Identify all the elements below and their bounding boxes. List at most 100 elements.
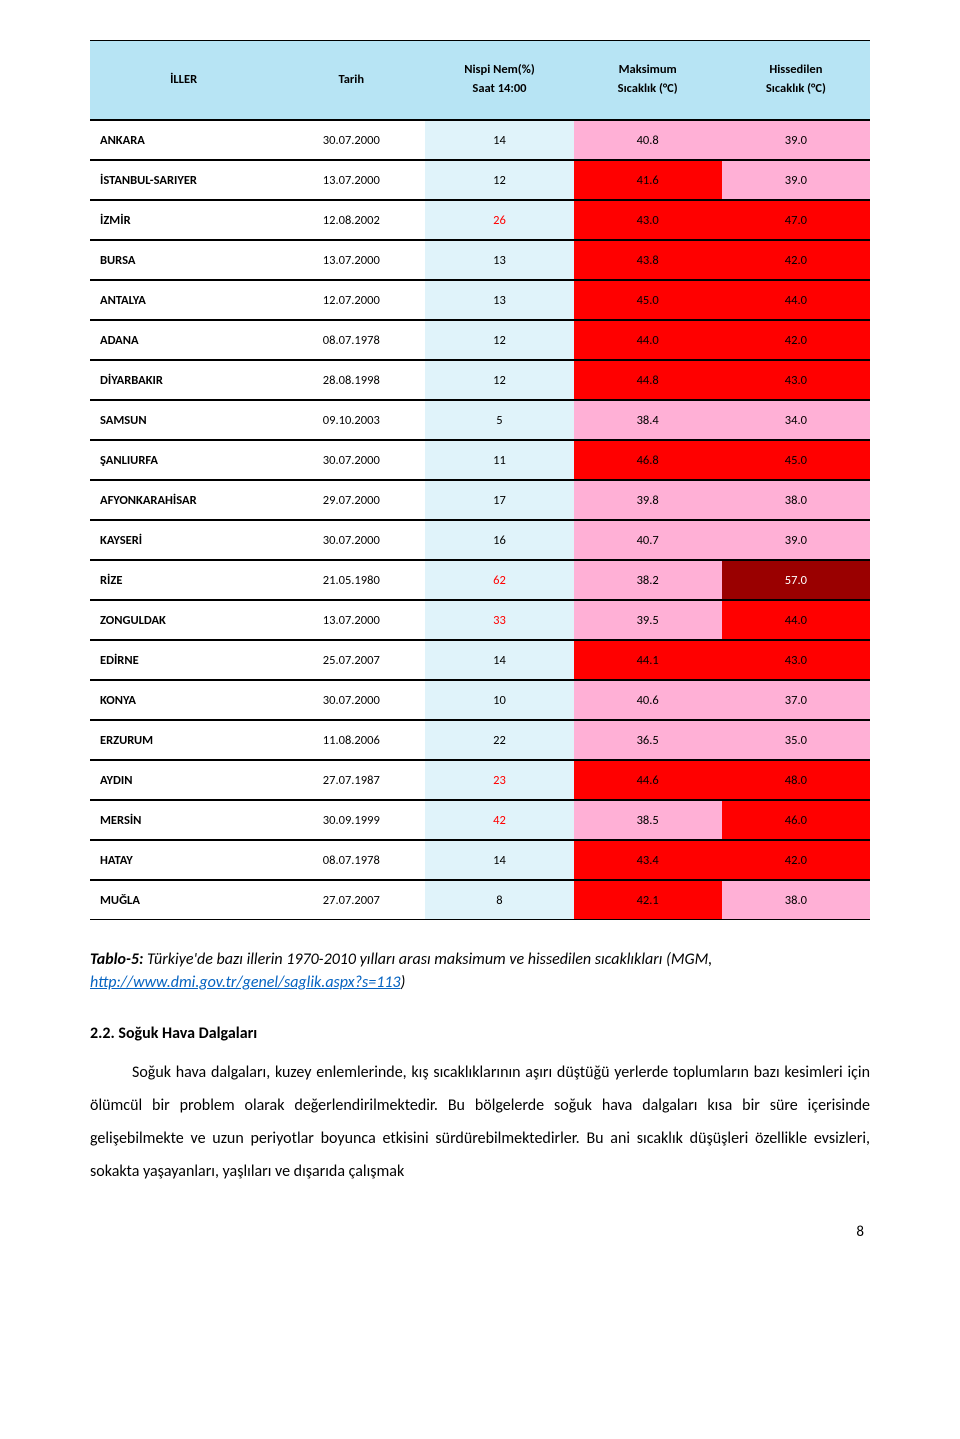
felt-temp-cell: 37.0 <box>722 680 870 720</box>
date-cell: 13.07.2000 <box>277 600 425 640</box>
felt-temp-cell: 43.0 <box>722 360 870 400</box>
max-temp-cell: 38.4 <box>574 400 722 440</box>
date-cell: 21.05.1980 <box>277 560 425 600</box>
temperature-table: İLLERTarihNispi Nem(%)Saat 14:00Maksimum… <box>90 40 870 920</box>
felt-temp-cell: 39.0 <box>722 120 870 160</box>
city-cell: ADANA <box>90 320 277 360</box>
felt-temp-cell: 47.0 <box>722 200 870 240</box>
city-cell: RİZE <box>90 560 277 600</box>
city-cell: BURSA <box>90 240 277 280</box>
max-temp-cell: 44.0 <box>574 320 722 360</box>
city-cell: ANKARA <box>90 120 277 160</box>
date-cell: 30.07.2000 <box>277 520 425 560</box>
humidity-cell: 23 <box>425 760 573 800</box>
humidity-cell: 10 <box>425 680 573 720</box>
city-cell: HATAY <box>90 840 277 880</box>
max-temp-cell: 41.6 <box>574 160 722 200</box>
table-header: İLLER <box>90 40 277 120</box>
table-row: RİZE21.05.19806238.257.0 <box>90 560 870 600</box>
max-temp-cell: 39.8 <box>574 480 722 520</box>
humidity-cell: 14 <box>425 120 573 160</box>
felt-temp-cell: 39.0 <box>722 520 870 560</box>
date-cell: 30.09.1999 <box>277 800 425 840</box>
caption-suffix: ) <box>401 973 406 992</box>
max-temp-cell: 36.5 <box>574 720 722 760</box>
max-temp-cell: 46.8 <box>574 440 722 480</box>
city-cell: KAYSERİ <box>90 520 277 560</box>
humidity-cell: 62 <box>425 560 573 600</box>
max-temp-cell: 40.6 <box>574 680 722 720</box>
felt-temp-cell: 38.0 <box>722 480 870 520</box>
humidity-cell: 13 <box>425 280 573 320</box>
felt-temp-cell: 57.0 <box>722 560 870 600</box>
table-row: DİYARBAKIR28.08.19981244.843.0 <box>90 360 870 400</box>
table-row: HATAY08.07.19781443.442.0 <box>90 840 870 880</box>
max-temp-cell: 45.0 <box>574 280 722 320</box>
humidity-cell: 12 <box>425 320 573 360</box>
humidity-cell: 14 <box>425 640 573 680</box>
felt-temp-cell: 48.0 <box>722 760 870 800</box>
humidity-cell: 12 <box>425 360 573 400</box>
table-row: İSTANBUL-SARIYER13.07.20001241.639.0 <box>90 160 870 200</box>
max-temp-cell: 42.1 <box>574 880 722 920</box>
table-row: KAYSERİ30.07.20001640.739.0 <box>90 520 870 560</box>
max-temp-cell: 40.8 <box>574 120 722 160</box>
caption-text: Türkiye'de bazı illerin 1970-2010 yıllar… <box>143 950 712 969</box>
table-row: ŞANLIURFA30.07.20001146.845.0 <box>90 440 870 480</box>
humidity-cell: 8 <box>425 880 573 920</box>
date-cell: 30.07.2000 <box>277 680 425 720</box>
humidity-cell: 26 <box>425 200 573 240</box>
date-cell: 28.08.1998 <box>277 360 425 400</box>
caption-link[interactable]: http://www.dmi.gov.tr/genel/saglik.aspx?… <box>90 973 401 992</box>
table-row: ANKARA30.07.20001440.839.0 <box>90 120 870 160</box>
city-cell: MERSİN <box>90 800 277 840</box>
table-row: ERZURUM11.08.20062236.535.0 <box>90 720 870 760</box>
humidity-cell: 33 <box>425 600 573 640</box>
table-row: EDİRNE25.07.20071444.143.0 <box>90 640 870 680</box>
table-row: MERSİN30.09.19994238.546.0 <box>90 800 870 840</box>
city-cell: MUĞLA <box>90 880 277 920</box>
city-cell: AFYONKARAHİSAR <box>90 480 277 520</box>
max-temp-cell: 38.2 <box>574 560 722 600</box>
max-temp-cell: 43.0 <box>574 200 722 240</box>
table-row: ANTALYA12.07.20001345.044.0 <box>90 280 870 320</box>
felt-temp-cell: 46.0 <box>722 800 870 840</box>
date-cell: 09.10.2003 <box>277 400 425 440</box>
date-cell: 12.08.2002 <box>277 200 425 240</box>
humidity-cell: 13 <box>425 240 573 280</box>
date-cell: 27.07.1987 <box>277 760 425 800</box>
humidity-cell: 22 <box>425 720 573 760</box>
table-row: KONYA30.07.20001040.637.0 <box>90 680 870 720</box>
felt-temp-cell: 42.0 <box>722 240 870 280</box>
humidity-cell: 16 <box>425 520 573 560</box>
humidity-cell: 5 <box>425 400 573 440</box>
max-temp-cell: 43.8 <box>574 240 722 280</box>
city-cell: ANTALYA <box>90 280 277 320</box>
table-row: ADANA08.07.19781244.042.0 <box>90 320 870 360</box>
table-row: ZONGULDAK13.07.20003339.544.0 <box>90 600 870 640</box>
max-temp-cell: 43.4 <box>574 840 722 880</box>
max-temp-cell: 40.7 <box>574 520 722 560</box>
city-cell: İSTANBUL-SARIYER <box>90 160 277 200</box>
date-cell: 25.07.2007 <box>277 640 425 680</box>
city-cell: İZMİR <box>90 200 277 240</box>
humidity-cell: 17 <box>425 480 573 520</box>
felt-temp-cell: 39.0 <box>722 160 870 200</box>
felt-temp-cell: 34.0 <box>722 400 870 440</box>
table-row: AFYONKARAHİSAR29.07.20001739.838.0 <box>90 480 870 520</box>
max-temp-cell: 44.8 <box>574 360 722 400</box>
table-row: İZMİR12.08.20022643.047.0 <box>90 200 870 240</box>
felt-temp-cell: 44.0 <box>722 600 870 640</box>
date-cell: 30.07.2000 <box>277 440 425 480</box>
date-cell: 11.08.2006 <box>277 720 425 760</box>
section-title: 2.2. Soğuk Hava Dalgaları <box>90 1024 870 1043</box>
city-cell: KONYA <box>90 680 277 720</box>
city-cell: EDİRNE <box>90 640 277 680</box>
date-cell: 08.07.1978 <box>277 320 425 360</box>
felt-temp-cell: 45.0 <box>722 440 870 480</box>
table-header: HissedilenSıcaklık (°C) <box>722 40 870 120</box>
section-paragraph: Soğuk hava dalgaları, kuzey enlemlerinde… <box>90 1057 870 1188</box>
table-header: Nispi Nem(%)Saat 14:00 <box>425 40 573 120</box>
felt-temp-cell: 38.0 <box>722 880 870 920</box>
date-cell: 12.07.2000 <box>277 280 425 320</box>
